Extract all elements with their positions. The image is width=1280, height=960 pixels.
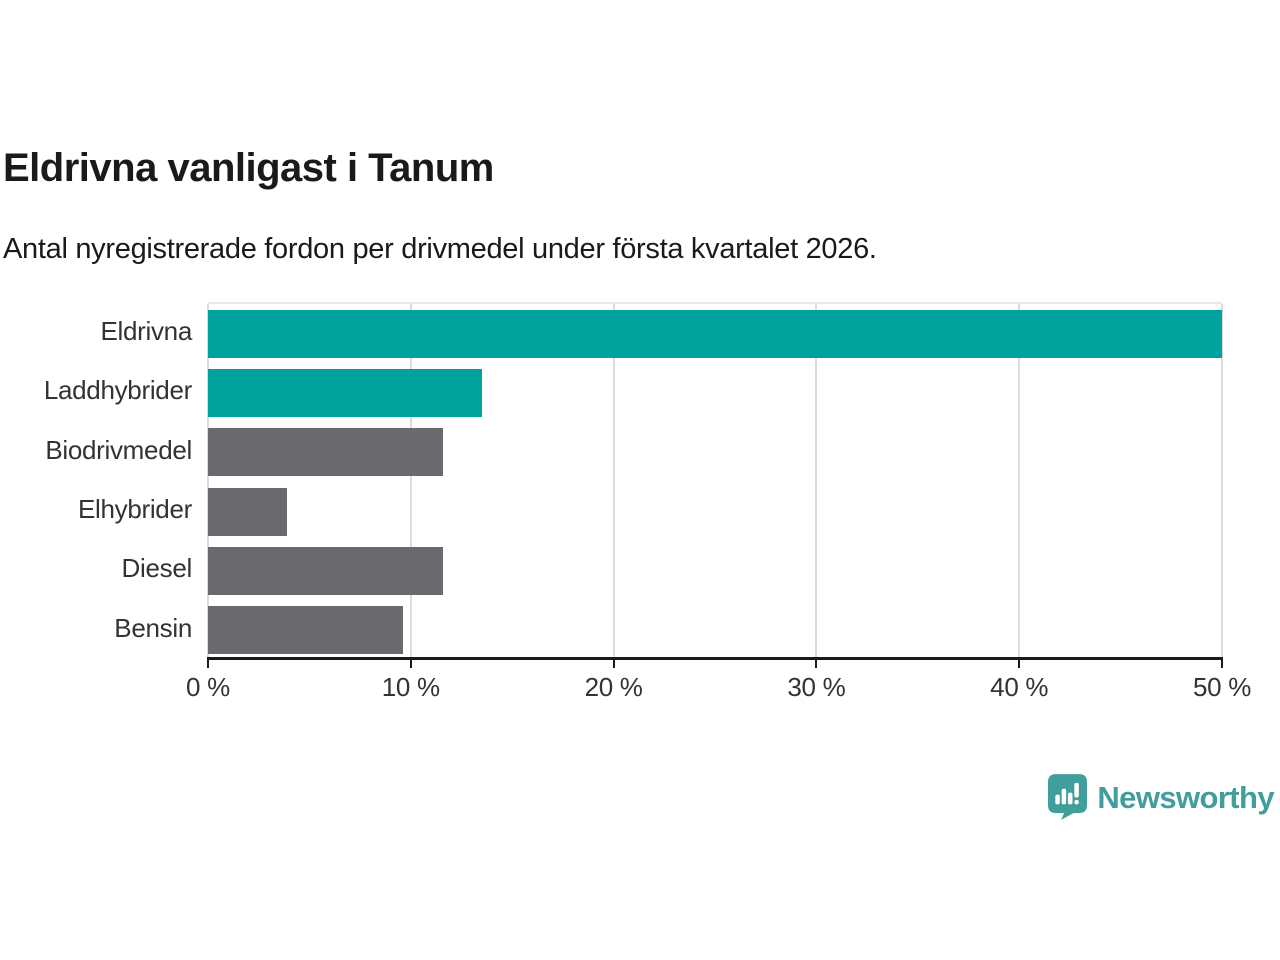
category-label: Laddhybrider (43, 375, 192, 406)
bar-laddhybrider (208, 369, 482, 417)
gridline (815, 304, 818, 658)
x-axis-tick (207, 660, 209, 668)
x-axis-tick (815, 660, 818, 668)
brand-footer: Newsworthy (1048, 774, 1275, 820)
category-label: Diesel (121, 553, 193, 584)
x-tick-label: 40 % (990, 672, 1049, 702)
x-tick-label: 20 % (584, 672, 643, 702)
bar-biodrivmedel (208, 428, 444, 477)
bar-diesel (208, 547, 444, 595)
x-axis-ticks: 0 % 10 % 20 % 30 % 40 % 50 % (186, 302, 1251, 702)
gridline (612, 304, 615, 658)
x-tick-label: 30 % (787, 672, 846, 702)
x-axis-tick (612, 660, 615, 668)
category-label: Bensin (114, 612, 192, 643)
brand-name: Newsworthy (1097, 779, 1274, 815)
category-label: Eldrivna (100, 316, 192, 347)
gridline (1018, 304, 1021, 658)
category-label: Biodrivmedel (45, 434, 192, 465)
gridline (207, 304, 209, 658)
x-axis-tick (1221, 660, 1223, 668)
x-tick-label: 0 % (186, 672, 230, 702)
category-labels: Eldrivna Laddhybrider Biodrivmedel Elhybrid… (0, 302, 208, 658)
x-tick-label: 10 % (381, 672, 440, 702)
chart-subtitle: Antal nyregistrerade fordon per drivmede… (3, 233, 877, 265)
gridline (1221, 304, 1223, 658)
category-label: Elhybrider (77, 494, 192, 525)
plot-area (207, 302, 1223, 658)
x-axis-tick (1018, 660, 1021, 668)
bar-eldrivna (208, 309, 1222, 358)
x-axis-line (207, 657, 1223, 660)
bar-elhybrider (208, 487, 288, 536)
chart-title: Eldrivna vanligast i Tanum (3, 146, 494, 190)
newsworthy-logo-icon (1048, 774, 1088, 820)
x-tick-label: 50 % (1192, 672, 1252, 702)
x-axis-tick (409, 660, 412, 668)
bar-bensin (208, 606, 403, 655)
gridline (409, 304, 412, 658)
